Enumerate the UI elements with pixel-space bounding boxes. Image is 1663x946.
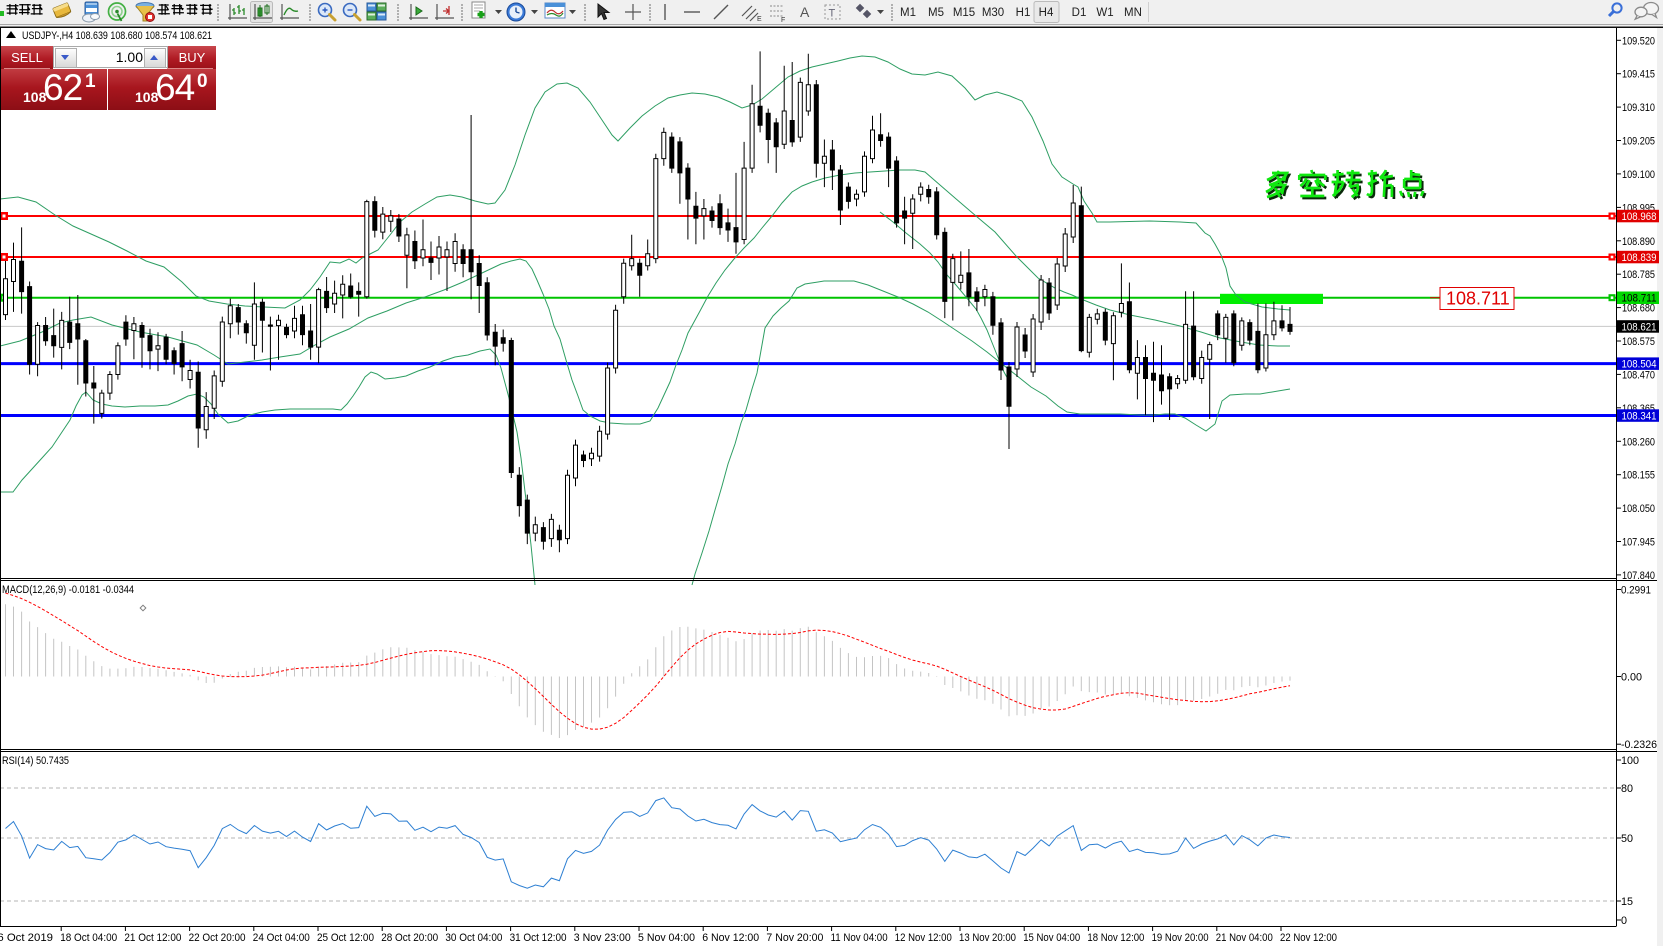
svg-text:T: T	[829, 8, 836, 20]
svg-text:M1: M1	[900, 7, 916, 19]
svg-text:22 Nov 12:00: 22 Nov 12:00	[1280, 932, 1337, 944]
svg-text:108.680: 108.680	[1622, 303, 1655, 315]
svg-text:3 Nov 23:00: 3 Nov 23:00	[574, 932, 631, 944]
svg-text:108.341: 108.341	[1622, 411, 1657, 423]
svg-text:21 Nov 04:00: 21 Nov 04:00	[1216, 932, 1273, 944]
svg-text:100: 100	[1621, 755, 1639, 767]
svg-text:15 Nov 04:00: 15 Nov 04:00	[1023, 932, 1080, 944]
svg-text:22 Oct 20:00: 22 Oct 20:00	[189, 932, 246, 944]
svg-text:E: E	[757, 16, 762, 23]
svg-text:80: 80	[1621, 783, 1633, 795]
svg-text:109.205: 109.205	[1622, 136, 1655, 148]
svg-text:15: 15	[1621, 896, 1633, 908]
svg-text:31 Oct 12:00: 31 Oct 12:00	[510, 932, 567, 944]
svg-text:107.840: 107.840	[1622, 570, 1655, 582]
svg-text:F: F	[781, 17, 785, 24]
svg-text:11 Nov 04:00: 11 Nov 04:00	[831, 932, 888, 944]
svg-text:18 Oct 04:00: 18 Oct 04:00	[60, 932, 117, 944]
svg-text:108.504: 108.504	[1622, 359, 1657, 371]
svg-text:18 Nov 12:00: 18 Nov 12:00	[1087, 932, 1144, 944]
svg-text:109.100: 109.100	[1622, 169, 1655, 181]
svg-text:108.470: 108.470	[1622, 369, 1655, 381]
svg-text:W1: W1	[1096, 7, 1113, 19]
svg-text:21 Oct 12:00: 21 Oct 12:00	[124, 932, 181, 944]
svg-text:108.621: 108.621	[1622, 321, 1657, 333]
svg-text:M30: M30	[982, 7, 1004, 19]
svg-text:5 Nov 04:00: 5 Nov 04:00	[638, 932, 695, 944]
svg-text:108.839: 108.839	[1622, 252, 1657, 264]
svg-text:108.711: 108.711	[1622, 293, 1657, 305]
svg-text:108.155: 108.155	[1622, 470, 1655, 482]
svg-text:28 Oct 20:00: 28 Oct 20:00	[381, 932, 438, 944]
svg-text:USDJPY-,H4 108.639 108.680 10: USDJPY-,H4 108.639 108.680 108.574 108.6…	[22, 30, 212, 42]
svg-text:109.520: 109.520	[1622, 35, 1655, 47]
svg-text:H1: H1	[1016, 7, 1031, 19]
svg-text:16 Oct 2019: 16 Oct 2019	[0, 932, 53, 944]
svg-text:108.968: 108.968	[1622, 211, 1657, 223]
svg-text:50: 50	[1621, 833, 1633, 845]
svg-text:H4: H4	[1039, 7, 1054, 19]
svg-text:107.945: 107.945	[1622, 537, 1655, 549]
svg-text:6 Nov 12:00: 6 Nov 12:00	[702, 932, 759, 944]
svg-text:MACD(12,26,9) -0.0181 -0.0344: MACD(12,26,9) -0.0181 -0.0344	[2, 584, 134, 596]
svg-text:MN: MN	[1124, 7, 1142, 19]
svg-text:7 Nov 20:00: 7 Nov 20:00	[766, 932, 823, 944]
svg-text:108.050: 108.050	[1622, 503, 1655, 515]
svg-text:12 Nov 12:00: 12 Nov 12:00	[895, 932, 952, 944]
svg-text:108.890: 108.890	[1622, 236, 1655, 248]
svg-text:M15: M15	[953, 7, 975, 19]
svg-text:109.415: 109.415	[1622, 69, 1655, 81]
svg-text:-0.2326: -0.2326	[1621, 739, 1657, 751]
svg-text:109.310: 109.310	[1622, 102, 1655, 114]
svg-text:19 Nov 20:00: 19 Nov 20:00	[1152, 932, 1209, 944]
svg-text:108.711: 108.711	[1446, 289, 1510, 309]
svg-text:M5: M5	[928, 7, 944, 19]
svg-text:108.785: 108.785	[1622, 269, 1655, 281]
svg-text:108.575: 108.575	[1622, 336, 1655, 348]
svg-text:13 Nov 20:00: 13 Nov 20:00	[959, 932, 1016, 944]
svg-text:25 Oct 12:00: 25 Oct 12:00	[317, 932, 374, 944]
svg-text:0.00: 0.00	[1621, 672, 1642, 684]
svg-text:24 Oct 04:00: 24 Oct 04:00	[253, 932, 310, 944]
svg-text:0: 0	[1621, 915, 1627, 927]
svg-text:108.260: 108.260	[1622, 436, 1655, 448]
svg-text:RSI(14) 50.7435: RSI(14) 50.7435	[2, 755, 69, 767]
svg-text:D1: D1	[1072, 7, 1087, 19]
svg-text:A: A	[800, 4, 810, 20]
svg-text:30 Oct 04:00: 30 Oct 04:00	[445, 932, 502, 944]
svg-text:0.2991: 0.2991	[1621, 585, 1651, 597]
